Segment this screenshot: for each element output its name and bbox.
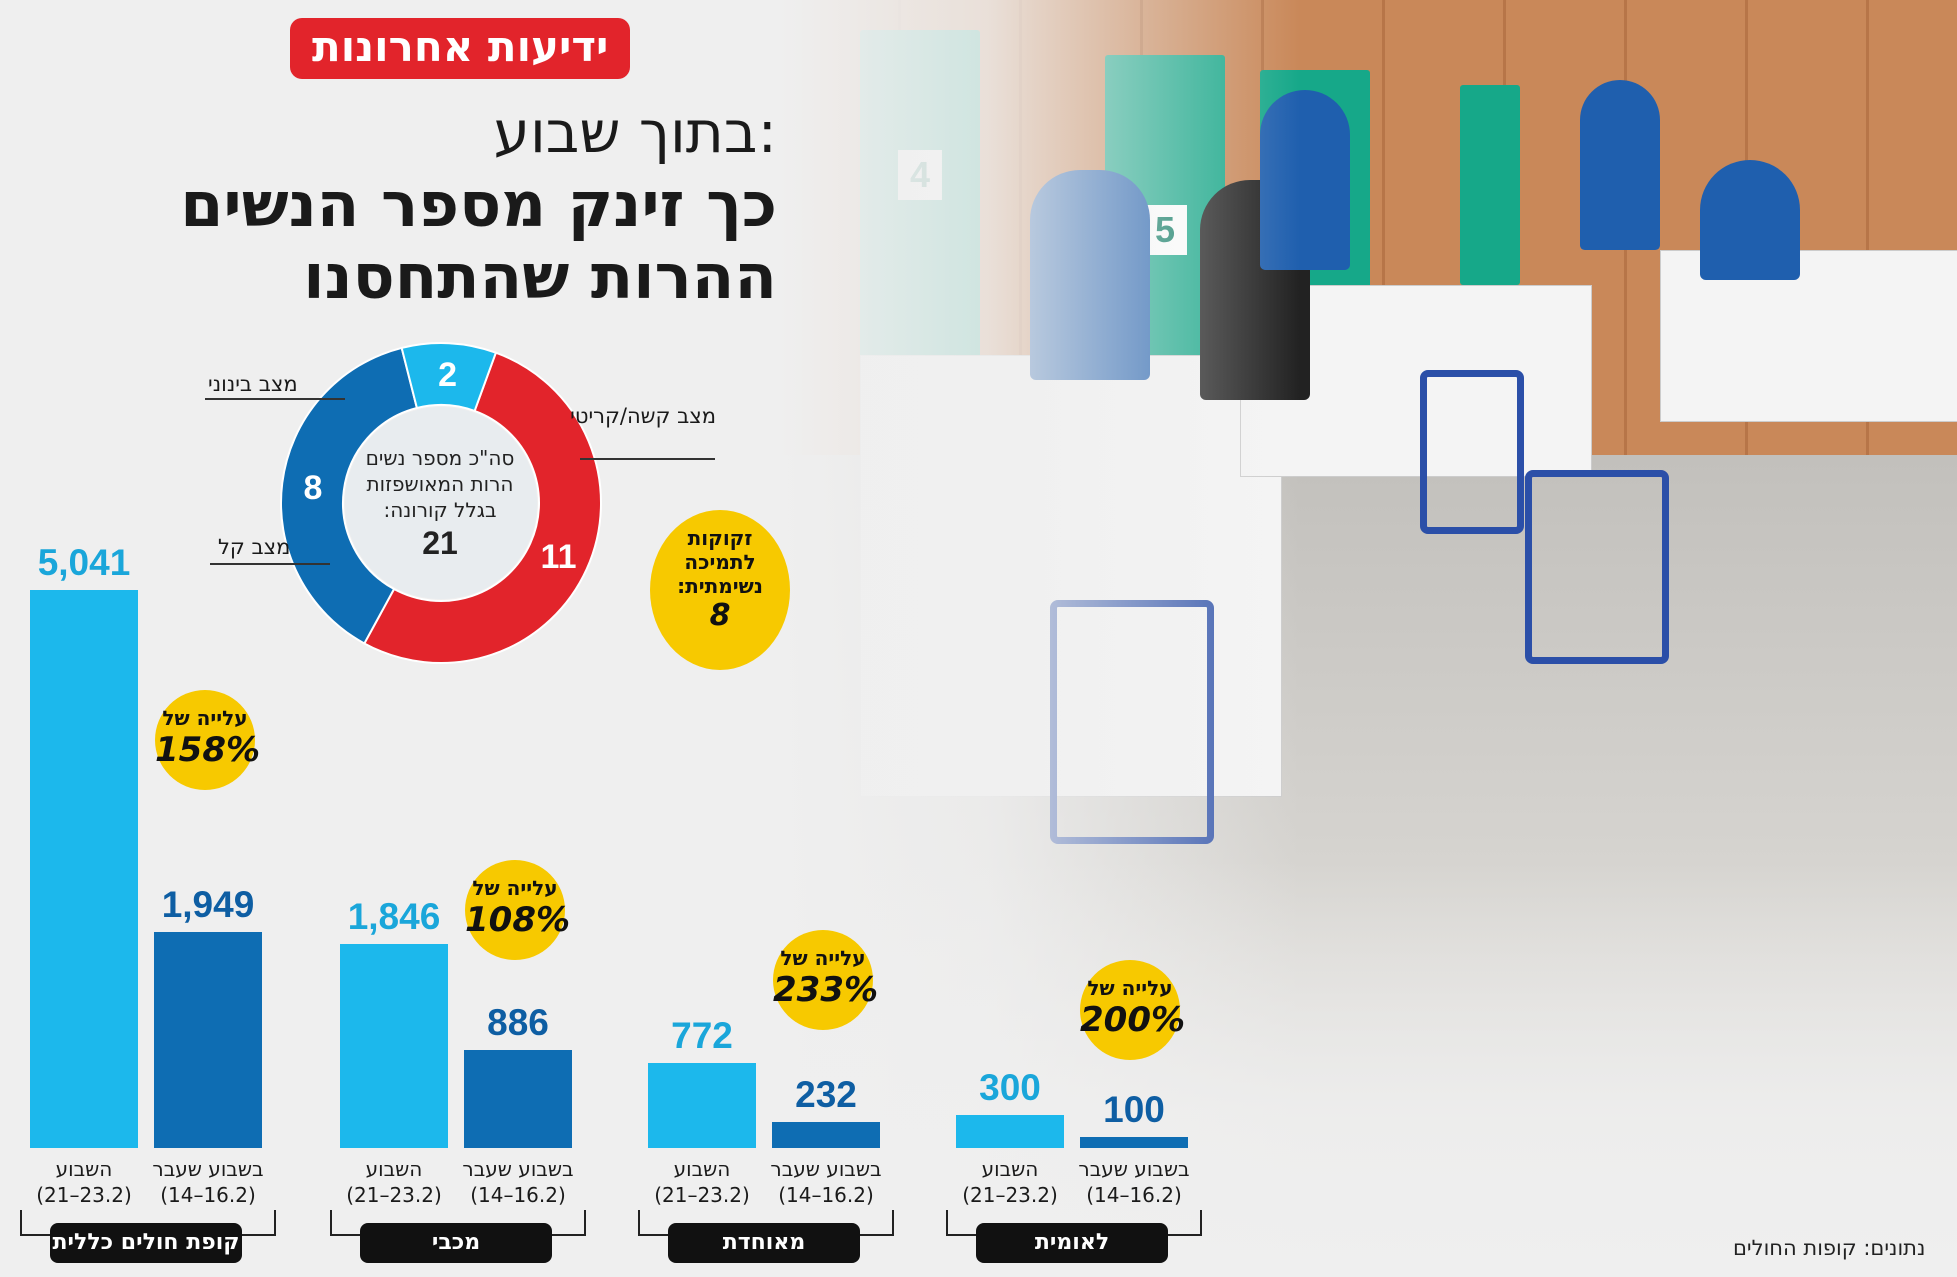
increase-value: 233% [773, 970, 879, 1010]
leader-line [205, 398, 345, 400]
donut-slice [400, 342, 498, 413]
series-name: בשבוע שעבר [770, 1157, 882, 1181]
increase-prefix: עלייה של [1087, 976, 1173, 1000]
donut-center-total: 21 [422, 525, 458, 561]
bar-value-label: 772 [671, 1015, 733, 1056]
series-name: השבוע [55, 1157, 113, 1181]
donut-slice [362, 351, 602, 664]
label-mild: מצב קל [218, 535, 291, 559]
group-label: לאומית [976, 1223, 1168, 1263]
series-name: השבוע [981, 1157, 1039, 1181]
photo-fade [780, 860, 1957, 1277]
bar-value-label: 1,949 [161, 884, 255, 925]
bar-caption: השבוע (23.2–21) [945, 1156, 1075, 1208]
increase-value: 108% [465, 900, 571, 940]
respiratory-support-badge: זקוקות לתמיכה נשימתית: 8 [650, 510, 790, 670]
person [1700, 160, 1800, 280]
series-period: (16.2–14) [778, 1183, 874, 1207]
donut-slice-value: 11 [541, 538, 577, 576]
bar-caption: בשבוע שעבר (16.2–14) [453, 1156, 583, 1208]
increase-prefix: עלייה של [780, 946, 866, 970]
series-period: (23.2–21) [962, 1183, 1058, 1207]
increase-prefix: עלייה של [162, 706, 248, 730]
bar-caption: בשבוע שעבר (16.2–14) [143, 1156, 273, 1208]
bar [1080, 1137, 1188, 1148]
chair [1420, 370, 1524, 534]
bar-caption: השבוע (23.2–21) [637, 1156, 767, 1208]
booth-panel [1460, 85, 1520, 285]
series-name: בשבוע שעבר [1078, 1157, 1190, 1181]
donut-slice-value: 8 [304, 469, 323, 507]
headline-line-2: כך זינק מספר הנשים [180, 168, 777, 241]
newspaper-logo: ידיעות אחרונות [290, 18, 631, 79]
bar-value-label: 1,846 [347, 896, 441, 937]
increase-value: 200% [1080, 1000, 1186, 1040]
donut-chart: 11 8 2 [280, 342, 602, 664]
increase-badge: עלייה של 108% [465, 860, 571, 960]
series-name: בשבוע שעבר [462, 1157, 574, 1181]
bar-caption: בשבוע שעבר (16.2–14) [761, 1156, 891, 1208]
bar [30, 590, 138, 1148]
leader-line [210, 563, 330, 565]
badge-line: נשימתית: [677, 574, 763, 598]
increase-prefix: עלייה של [472, 876, 558, 900]
bar-caption: השבוע (23.2–21) [19, 1156, 149, 1208]
series-name: השבוע [673, 1157, 731, 1181]
series-period: (23.2–21) [346, 1183, 442, 1207]
bar-value-label: 100 [1103, 1089, 1165, 1130]
bar-caption: השבוע (23.2–21) [329, 1156, 459, 1208]
series-period: (16.2–14) [160, 1183, 256, 1207]
label-moderate: מצב בינוני [208, 372, 298, 396]
headline-line-1: בתוך שבוע: [493, 98, 777, 166]
increase-value: 158% [155, 730, 261, 770]
donut-slice [280, 346, 419, 645]
increase-badge: עלייה של 200% [1080, 960, 1186, 1060]
donut-center-text: סה"כ מספר נשים הרות המאושפזות בגלל קורונ… [345, 445, 535, 562]
series-period: (23.2–21) [654, 1183, 750, 1207]
increase-badge: עלייה של 158% [155, 690, 261, 790]
leader-line [580, 458, 715, 460]
chair [1525, 470, 1669, 664]
bar-value-label: 5,041 [37, 542, 131, 583]
bar-caption: בשבוע שעבר (16.2–14) [1069, 1156, 1199, 1208]
label-critical-text: מצב קשה/קריטי [570, 404, 716, 428]
badge-line: לתמיכה [684, 550, 756, 574]
badge-line: זקוקות [687, 526, 753, 550]
person [1580, 80, 1660, 250]
bar [154, 932, 262, 1148]
donut-center-title: סה"כ מספר נשים הרות המאושפזות בגלל קורונ… [365, 446, 515, 522]
donut-slice-value: 2 [438, 356, 457, 394]
source-note: נתונים: קופות החולים [1733, 1236, 1926, 1260]
bar-value-label: 300 [979, 1067, 1041, 1108]
donut-hole [345, 407, 537, 599]
increase-badge: עלייה של 233% [773, 930, 879, 1030]
bar [956, 1115, 1064, 1148]
bar-value-label: 232 [795, 1074, 857, 1115]
series-name: בשבוע שעבר [152, 1157, 264, 1181]
series-period: (23.2–21) [36, 1183, 132, 1207]
badge-value: 8 [709, 598, 731, 633]
headline-line-3: ההרות שהתחסנו [303, 240, 777, 313]
bar [464, 1050, 572, 1148]
bar [772, 1122, 880, 1148]
group-label: מאוחדת [668, 1223, 860, 1263]
group-label: מכבי [360, 1223, 552, 1263]
label-critical: מצב קשה/קריטי [570, 403, 716, 429]
group-label: קופת חולים כללית [50, 1223, 242, 1263]
bar [648, 1063, 756, 1148]
bar-value-label: 886 [487, 1002, 549, 1043]
series-period: (16.2–14) [470, 1183, 566, 1207]
series-name: השבוע [365, 1157, 423, 1181]
bar [340, 944, 448, 1148]
series-period: (16.2–14) [1086, 1183, 1182, 1207]
